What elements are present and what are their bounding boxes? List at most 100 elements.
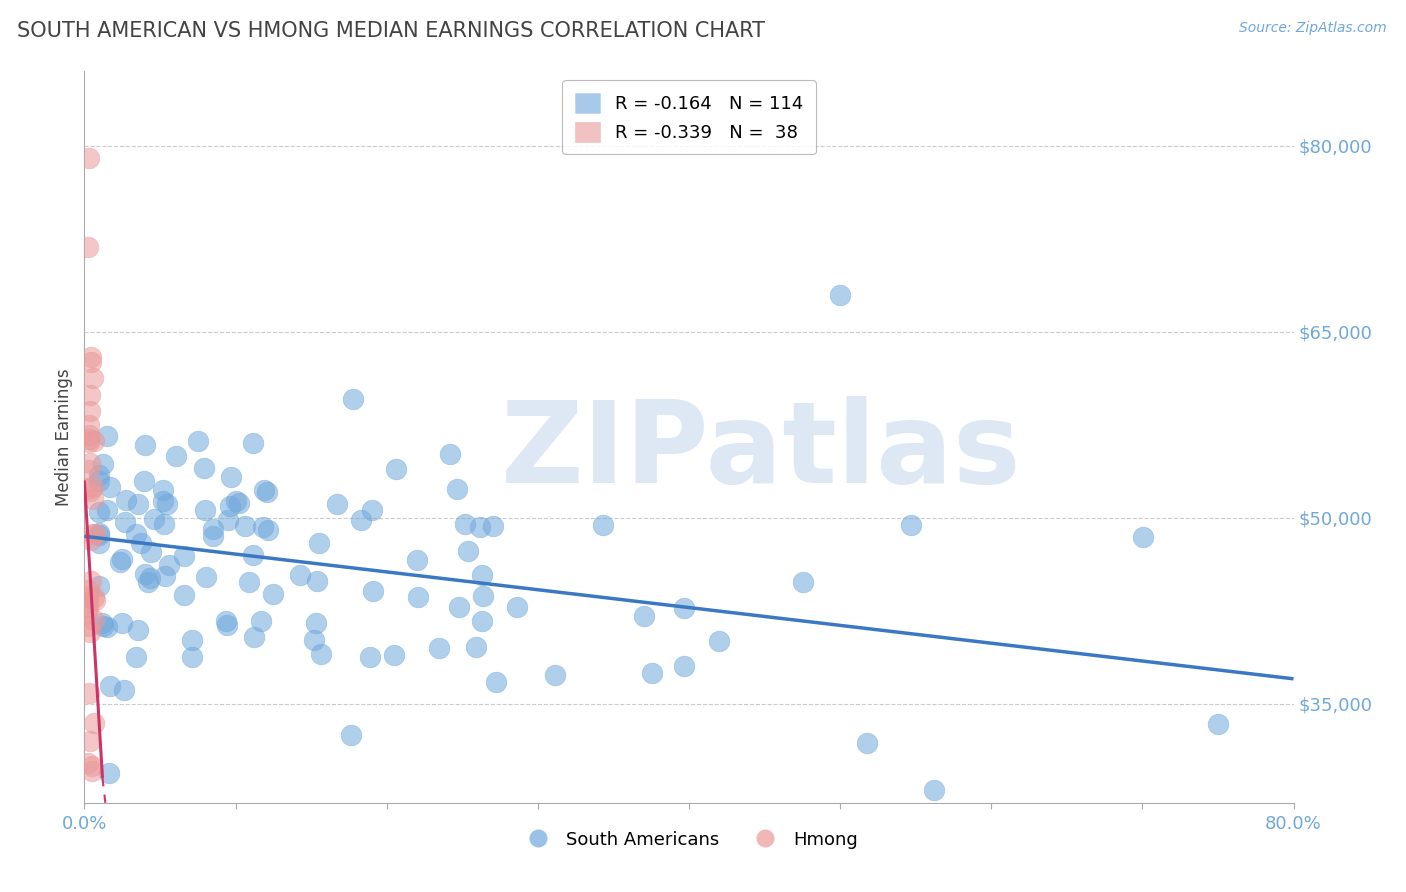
Point xyxy=(1206,716,1229,731)
Point xyxy=(359,649,381,664)
Point xyxy=(446,482,468,496)
Point xyxy=(80,758,103,772)
Point xyxy=(180,633,202,648)
Point xyxy=(900,518,922,533)
Point xyxy=(262,587,284,601)
Point xyxy=(89,536,111,550)
Text: ZIPatlas: ZIPatlas xyxy=(501,396,1022,508)
Point xyxy=(427,640,450,655)
Point xyxy=(672,659,695,673)
Point xyxy=(302,633,325,648)
Point xyxy=(77,434,100,449)
Point xyxy=(165,449,187,463)
Point xyxy=(114,515,136,529)
Point xyxy=(288,567,311,582)
Point xyxy=(465,640,488,654)
Point xyxy=(485,674,508,689)
Point xyxy=(77,481,100,495)
Point xyxy=(79,404,101,418)
Point xyxy=(142,512,165,526)
Y-axis label: Median Earnings: Median Earnings xyxy=(55,368,73,506)
Point xyxy=(134,474,156,488)
Point xyxy=(360,502,382,516)
Point xyxy=(243,630,266,644)
Point xyxy=(136,575,159,590)
Legend: South Americans, Hmong: South Americans, Hmong xyxy=(512,823,866,856)
Point xyxy=(672,600,695,615)
Point xyxy=(83,434,105,448)
Point xyxy=(471,568,494,582)
Point xyxy=(134,438,156,452)
Point xyxy=(830,287,852,301)
Point xyxy=(79,462,101,476)
Point xyxy=(173,549,195,563)
Point xyxy=(219,469,242,483)
Point xyxy=(180,650,202,665)
Point xyxy=(308,536,330,550)
Point xyxy=(406,552,429,566)
Point xyxy=(250,614,273,628)
Point xyxy=(91,457,114,471)
Point xyxy=(153,569,176,583)
Point xyxy=(77,432,100,446)
Point xyxy=(141,545,163,559)
Point xyxy=(89,525,111,540)
Point xyxy=(592,517,614,532)
Point xyxy=(447,600,470,615)
Point xyxy=(309,647,332,661)
Point xyxy=(633,608,655,623)
Point xyxy=(79,484,101,499)
Point xyxy=(139,571,162,585)
Point xyxy=(79,456,101,470)
Point xyxy=(194,503,217,517)
Point xyxy=(77,686,100,700)
Point xyxy=(82,527,104,541)
Point xyxy=(406,590,429,604)
Point xyxy=(125,527,148,541)
Point xyxy=(112,683,135,698)
Point xyxy=(707,634,730,648)
Point xyxy=(454,516,477,531)
Point xyxy=(219,500,242,514)
Point xyxy=(457,544,479,558)
Point xyxy=(384,462,406,476)
Point xyxy=(89,505,111,519)
Point xyxy=(792,574,814,589)
Point xyxy=(89,467,111,482)
Point xyxy=(153,517,176,532)
Point xyxy=(225,494,247,508)
Point xyxy=(79,625,101,640)
Point xyxy=(242,436,264,450)
Point xyxy=(350,513,373,527)
Point xyxy=(111,615,134,630)
Point xyxy=(922,783,945,797)
Point xyxy=(79,388,101,402)
Point xyxy=(129,535,152,549)
Point xyxy=(194,570,217,584)
Point xyxy=(855,736,877,750)
Point xyxy=(98,679,121,693)
Point xyxy=(238,574,260,589)
Point xyxy=(91,616,114,631)
Text: Source: ZipAtlas.com: Source: ZipAtlas.com xyxy=(1239,21,1386,36)
Point xyxy=(83,590,105,604)
Point xyxy=(111,552,134,566)
Point xyxy=(201,529,224,543)
Point xyxy=(544,668,567,682)
Point xyxy=(80,574,103,588)
Point xyxy=(96,620,118,634)
Point xyxy=(98,766,121,780)
Point xyxy=(152,483,174,497)
Point xyxy=(89,527,111,541)
Point xyxy=(217,513,239,527)
Point xyxy=(641,666,664,681)
Point xyxy=(202,522,225,536)
Point xyxy=(242,549,264,563)
Point xyxy=(115,492,138,507)
Point xyxy=(125,650,148,665)
Point xyxy=(79,734,101,748)
Point xyxy=(82,480,104,494)
Point xyxy=(79,350,101,364)
Point xyxy=(77,428,100,442)
Point xyxy=(80,533,103,547)
